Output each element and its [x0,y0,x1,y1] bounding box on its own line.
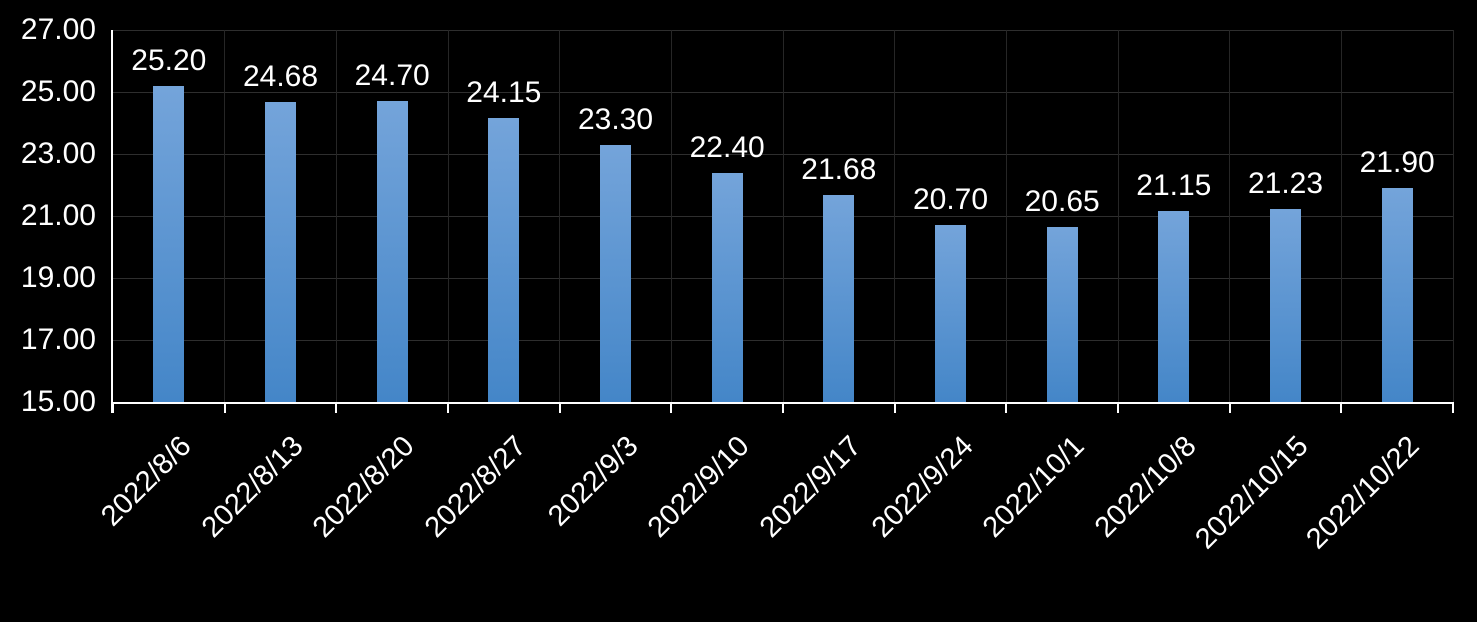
x-axis-tick [1228,402,1231,413]
bar-value-label: 21.23 [1247,166,1324,200]
bar-value-label: 21.68 [801,152,877,186]
bar-value-label: 20.65 [1024,184,1100,218]
y-axis-label: 17.00 [20,323,96,356]
bar [1158,211,1190,402]
bar-value-label: 24.70 [354,59,430,93]
x-axis-tick [670,402,673,413]
x-axis-tick [447,402,449,413]
y-axis-label: 19.00 [20,261,96,294]
gridline-vertical [894,30,896,402]
gridline-vertical [224,30,226,402]
bar [823,194,855,402]
x-axis-tick [558,402,561,413]
bar-value-label: 24.68 [242,59,319,93]
bar-value-label: 21.15 [1136,169,1212,203]
bar [1270,208,1301,402]
gridline-vertical [670,30,672,402]
x-axis-tick [1005,402,1008,413]
gridline-vertical [447,30,449,402]
bar-value-label: 21.90 [1359,146,1435,180]
y-axis-label: 15.00 [20,385,96,418]
bar [935,225,966,402]
bar [153,85,185,402]
gridline-vertical [1117,30,1119,402]
gridline-vertical [1340,30,1342,402]
gridline-vertical [1229,30,1231,402]
bar-value-label: 23.30 [577,102,654,136]
gridline-vertical [335,30,337,402]
gridline-vertical [782,30,784,402]
y-axis-label: 25.00 [20,75,96,108]
y-axis-line [111,30,113,413]
y-axis-label: 23.00 [20,137,96,170]
x-axis-tick [1340,402,1343,413]
bar-chart: 27.00 25.00 23.00 21.00 19.00 17.00 15.00 25.20… [20,13,1454,555]
x-axis-tick [893,402,896,413]
bar-value-label: 24.15 [466,76,542,110]
x-axis-tick [112,402,114,413]
x-axis-tick [782,402,784,413]
y-axis-label: 27.00 [20,13,96,46]
bar [600,144,631,402]
y-axis-label: 21.00 [20,199,96,232]
x-axis-tick [335,402,338,413]
bar [711,172,743,402]
bar-value-label: 25.20 [131,43,207,77]
bar [265,101,296,402]
x-axis-tick [1452,402,1454,413]
x-axis-tick [1117,402,1119,413]
gridline-vertical [1452,30,1454,402]
bar [376,101,408,402]
bar-value-label: 22.40 [689,130,765,164]
bar [1046,226,1078,402]
gridline-vertical [559,30,561,402]
bar [1381,188,1413,402]
x-axis-tick [223,402,226,413]
bar [488,118,520,402]
gridline-vertical [1005,30,1007,402]
bar-value-label: 20.70 [912,183,989,217]
